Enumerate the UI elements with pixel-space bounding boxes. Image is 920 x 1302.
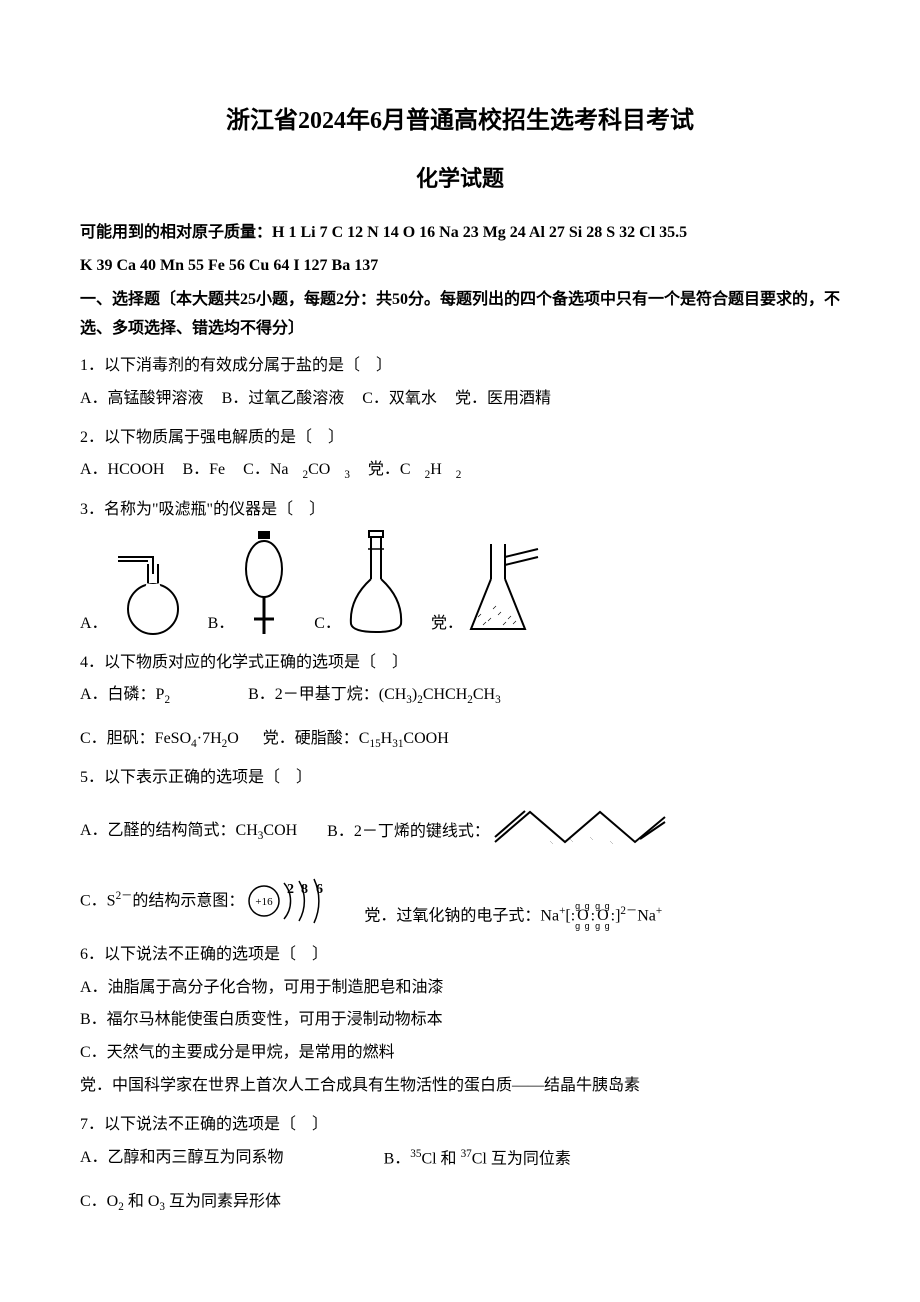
q6-opt-a: A．油脂属于高分子化合物，可用于制造肥皂和油漆 bbox=[80, 974, 840, 1003]
q4-opt-b: B．2－甲基丁烷：(CH3)2CHCH2CH3 bbox=[248, 686, 501, 703]
q3-a-label: A． bbox=[80, 610, 108, 639]
svg-text:2: 2 bbox=[287, 882, 294, 897]
q2-options: A．HCOOH B．Fe C．Na2CO3 党．C2H2 bbox=[80, 456, 840, 485]
q3-opt-c: C． bbox=[314, 529, 411, 639]
q1-stem: 1．以下消毒剂的有效成分属于盐的是〔 〕 bbox=[80, 352, 840, 381]
q4-opt-d: 党．硬脂酸：C15H31COOH bbox=[263, 730, 449, 747]
q1-opt-a: A．高锰酸钾溶液 bbox=[80, 390, 204, 407]
q3-opt-b: B． bbox=[208, 529, 295, 639]
q5-opt-a: A．乙醛的结构简式：CH3COH bbox=[80, 817, 297, 846]
q5-stem: 5．以下表示正确的选项是〔 〕 bbox=[80, 764, 840, 793]
q2-opt-c: C．Na2CO3 bbox=[243, 461, 350, 478]
q2-stem: 2．以下物质属于强电解质的是〔 〕 bbox=[80, 424, 840, 453]
atomic-mass-line1: 可能用到的相对原子质量：H 1 Li 7 C 12 N 14 O 16 Na 2… bbox=[80, 219, 840, 248]
svg-text:6: 6 bbox=[316, 882, 323, 897]
q3-c-label: C． bbox=[314, 610, 341, 639]
q3-options: A． B． C． 党． bbox=[80, 529, 840, 639]
q3-b-label: B． bbox=[208, 610, 235, 639]
q3-d-label: 党． bbox=[431, 610, 463, 639]
q4-options: A．白磷：P2 B．2－甲基丁烷：(CH3)2CHCH2CH3 C．胆矾：FeS… bbox=[80, 681, 840, 754]
suction-flask-icon bbox=[463, 539, 553, 639]
q6-opt-d: 党．中国科学家在世界上首次人工合成具有生物活性的蛋白质——结晶牛胰岛素 bbox=[80, 1072, 840, 1101]
q1-opt-c: C．双氧水 bbox=[362, 390, 437, 407]
q5-opt-d: 党．过氧化钠的电子式：Na+[:g gOg g:g gOg g:]2－Na+ bbox=[364, 901, 662, 931]
q6-opt-b: B．福尔马林能使蛋白质变性，可用于浸制动物标本 bbox=[80, 1006, 840, 1035]
q2-opt-b: B．Fe bbox=[182, 461, 225, 478]
q5-opt-b: B．2－丁烯的键线式： bbox=[327, 797, 670, 847]
title-main: 浙江省2024年6月普通高校招生选考科目考试 bbox=[80, 100, 840, 143]
retort-flask-icon bbox=[108, 539, 188, 639]
q1-opt-d: 党．医用酒精 bbox=[455, 390, 551, 407]
atomic-mass-line2: K 39 Ca 40 Mn 55 Fe 56 Cu 64 I 127 Ba 13… bbox=[80, 252, 840, 281]
title-sub: 化学试题 bbox=[80, 159, 840, 199]
q7-opt-c: C．O2 和 O3 互为同素异形体 bbox=[80, 1193, 281, 1210]
q2-opt-d: 党．C2H2 bbox=[368, 461, 461, 478]
separating-funnel-icon bbox=[234, 529, 294, 639]
q4-stem: 4．以下物质对应的化学式正确的选项是〔 〕 bbox=[80, 649, 840, 678]
q5-options: A．乙醛的结构简式：CH3COH B．2－丁烯的键线式： C．S2－的结构示意图… bbox=[80, 797, 840, 931]
q6-stem: 6．以下说法不正确的选项是〔 〕 bbox=[80, 941, 840, 970]
q1-options: A．高锰酸钾溶液 B．过氧乙酸溶液 C．双氧水 党．医用酒精 bbox=[80, 385, 840, 414]
q3-stem: 3．名称为"吸滤瓶"的仪器是〔 〕 bbox=[80, 496, 840, 525]
q4-opt-a: A．白磷：P2 bbox=[80, 686, 170, 703]
atomic-mass-label: 可能用到的相对原子质量： bbox=[80, 224, 272, 241]
q4-opt-c: C．胆矾：FeSO4·7H2O bbox=[80, 730, 239, 747]
q6-options: A．油脂属于高分子化合物，可用于制造肥皂和油漆 B．福尔马林能使蛋白质变性，可用… bbox=[80, 974, 840, 1101]
bond-line-icon bbox=[490, 797, 670, 847]
svg-text:+16: +16 bbox=[256, 896, 274, 908]
q1-opt-b: B．过氧乙酸溶液 bbox=[222, 390, 345, 407]
svg-text:8: 8 bbox=[301, 882, 308, 897]
q6-opt-c: C．天然气的主要成分是甲烷，是常用的燃料 bbox=[80, 1039, 840, 1068]
section-header: 一、选择题〔本大题共25小题，每题2分：共50分。每题列出的四个备选项中只有一个… bbox=[80, 286, 840, 344]
atom-structure-icon: +16 2 8 6 bbox=[244, 871, 334, 931]
q5-opt-c: C．S2－的结构示意图： +16 2 8 6 bbox=[80, 871, 334, 931]
q2-opt-a: A．HCOOH bbox=[80, 461, 164, 478]
atomic-mass-values1: H 1 Li 7 C 12 N 14 O 16 Na 23 Mg 24 Al 2… bbox=[272, 224, 687, 241]
q7-opt-a: A．乙醇和丙三醇互为同系物 bbox=[80, 1144, 284, 1174]
volumetric-flask-icon bbox=[341, 529, 411, 639]
q3-opt-d: 党． bbox=[431, 539, 553, 639]
q7-opt-b: B．35Cl 和 37Cl 互为同位素 bbox=[384, 1144, 571, 1174]
q7-stem: 7．以下说法不正确的选项是〔 〕 bbox=[80, 1111, 840, 1140]
q7-options: A．乙醇和丙三醇互为同系物 B．35Cl 和 37Cl 互为同位素 C．O2 和… bbox=[80, 1144, 840, 1217]
q3-opt-a: A． bbox=[80, 539, 188, 639]
